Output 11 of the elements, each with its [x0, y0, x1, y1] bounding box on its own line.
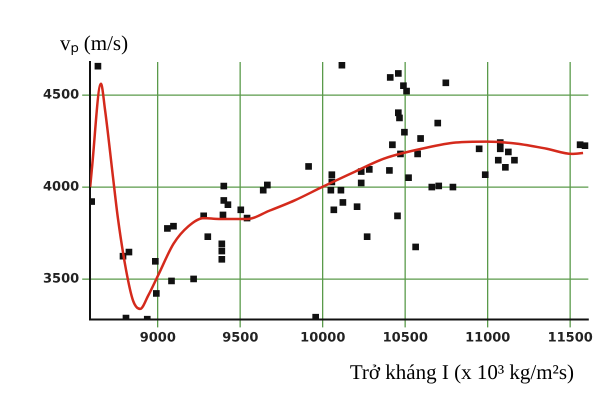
x-tick-label: 11000: [465, 330, 510, 346]
x-tick-label: 9500: [222, 330, 258, 346]
x-tick-label: 10500: [382, 330, 428, 346]
y-tick-label: 4000: [42, 179, 80, 194]
x-tick-label: 11500: [548, 330, 593, 346]
x-axis-title: Trở kháng I (x 10³ kg/m²s): [350, 360, 574, 385]
y-axis-title: vₚ (m/s): [60, 30, 128, 56]
x-tick-label: 9000: [140, 330, 176, 346]
x-tick-label: 10000: [300, 330, 346, 346]
y-tick-label: 4500: [42, 87, 80, 102]
y-tick-label: 3500: [42, 271, 80, 286]
